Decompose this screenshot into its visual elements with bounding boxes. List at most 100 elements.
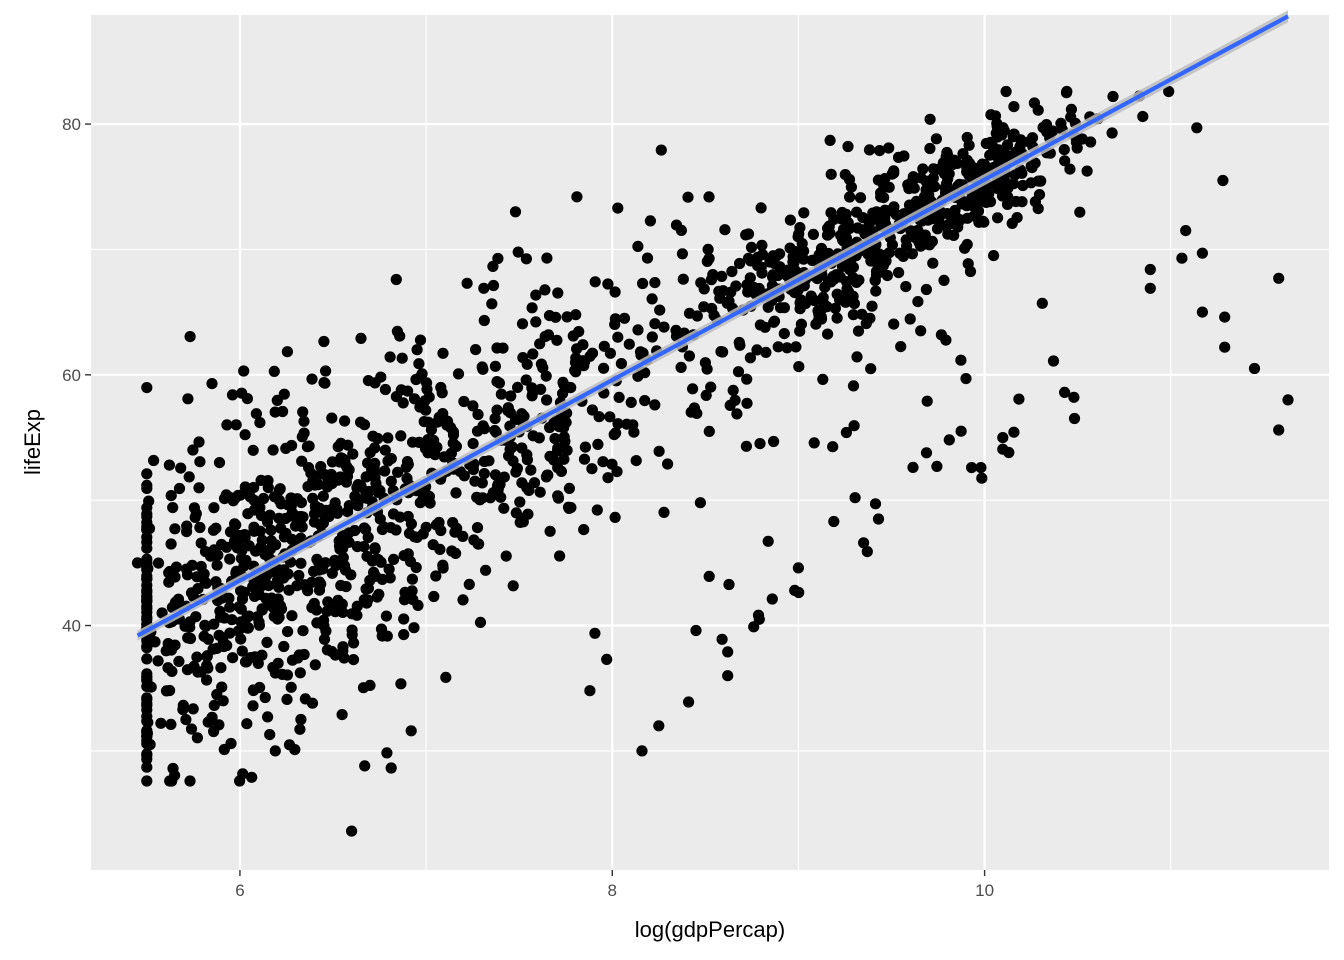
data-point bbox=[920, 283, 933, 296]
data-point bbox=[807, 228, 820, 240]
data-point bbox=[402, 510, 414, 523]
data-point bbox=[548, 454, 560, 466]
data-point bbox=[670, 324, 682, 336]
data-point bbox=[512, 246, 524, 258]
data-point bbox=[756, 239, 768, 251]
data-point bbox=[429, 449, 441, 461]
data-point bbox=[930, 133, 943, 145]
data-point bbox=[416, 368, 428, 380]
data-point bbox=[644, 215, 657, 227]
data-point bbox=[359, 760, 371, 772]
data-point bbox=[1029, 196, 1041, 208]
data-point bbox=[213, 457, 226, 469]
data-point bbox=[372, 432, 384, 445]
data-point bbox=[863, 218, 875, 230]
data-point bbox=[239, 481, 251, 493]
data-point bbox=[382, 432, 394, 444]
data-point bbox=[281, 693, 293, 706]
data-point bbox=[677, 273, 689, 285]
data-point bbox=[463, 578, 475, 591]
data-point bbox=[507, 580, 519, 592]
data-point bbox=[1059, 155, 1071, 167]
data-point bbox=[772, 341, 784, 353]
data-point bbox=[317, 490, 329, 502]
data-point bbox=[347, 654, 360, 666]
data-point bbox=[612, 202, 624, 214]
data-point bbox=[694, 497, 707, 509]
data-point bbox=[447, 437, 459, 449]
regression-fit bbox=[136, 10, 1290, 641]
data-point bbox=[828, 273, 840, 285]
data-point bbox=[492, 478, 504, 490]
data-point bbox=[217, 695, 229, 707]
data-point bbox=[307, 492, 319, 504]
data-point bbox=[194, 521, 206, 534]
data-point bbox=[675, 224, 688, 236]
data-point bbox=[866, 300, 878, 312]
data-point bbox=[502, 405, 514, 417]
data-point bbox=[703, 191, 715, 203]
data-point bbox=[943, 434, 955, 446]
data-point bbox=[1176, 252, 1188, 264]
data-point bbox=[184, 632, 197, 645]
data-point bbox=[840, 289, 852, 301]
data-point bbox=[437, 562, 449, 574]
data-point bbox=[202, 633, 214, 645]
data-point bbox=[520, 253, 533, 265]
data-point bbox=[229, 492, 241, 504]
data-point bbox=[374, 513, 386, 525]
data-point bbox=[310, 502, 322, 514]
data-point bbox=[840, 426, 853, 439]
data-point bbox=[1248, 362, 1261, 375]
data-point bbox=[1036, 297, 1048, 309]
data-point bbox=[434, 543, 446, 556]
data-point bbox=[282, 626, 294, 638]
data-point bbox=[170, 561, 182, 573]
data-point bbox=[781, 342, 793, 354]
data-point bbox=[676, 248, 689, 260]
data-point bbox=[247, 700, 259, 712]
data-point bbox=[208, 544, 220, 556]
data-point bbox=[577, 339, 589, 351]
data-point bbox=[1001, 139, 1014, 151]
data-point bbox=[589, 276, 601, 288]
data-point bbox=[521, 454, 534, 466]
data-point bbox=[966, 462, 978, 474]
data-point bbox=[939, 182, 951, 194]
data-point bbox=[224, 553, 236, 565]
data-point bbox=[768, 435, 780, 448]
data-point bbox=[226, 389, 239, 401]
data-point bbox=[921, 395, 933, 407]
data-point bbox=[823, 228, 835, 240]
data-point bbox=[182, 393, 194, 405]
data-point bbox=[358, 541, 370, 553]
data-point bbox=[1040, 119, 1053, 131]
data-point bbox=[784, 214, 797, 226]
data-point bbox=[578, 524, 590, 536]
data-point bbox=[370, 477, 382, 489]
data-point bbox=[355, 416, 367, 428]
data-point bbox=[611, 466, 623, 478]
data-point bbox=[198, 568, 210, 580]
data-point bbox=[956, 198, 968, 210]
data-point bbox=[364, 447, 376, 459]
x-tick-label: 6 bbox=[235, 881, 244, 900]
data-point bbox=[795, 294, 807, 306]
data-point bbox=[230, 567, 242, 579]
data-point bbox=[530, 316, 542, 328]
data-point bbox=[646, 331, 658, 343]
data-point bbox=[471, 491, 483, 503]
data-point bbox=[870, 269, 883, 281]
data-point bbox=[544, 421, 556, 434]
data-point bbox=[1059, 386, 1071, 398]
y-tick-label: 40 bbox=[62, 617, 81, 636]
data-point bbox=[636, 745, 648, 757]
data-point bbox=[189, 511, 201, 523]
data-point bbox=[931, 223, 944, 235]
data-point bbox=[609, 511, 621, 523]
data-point bbox=[141, 573, 153, 585]
data-point bbox=[632, 324, 644, 336]
data-point bbox=[343, 500, 355, 512]
data-point bbox=[844, 191, 856, 203]
